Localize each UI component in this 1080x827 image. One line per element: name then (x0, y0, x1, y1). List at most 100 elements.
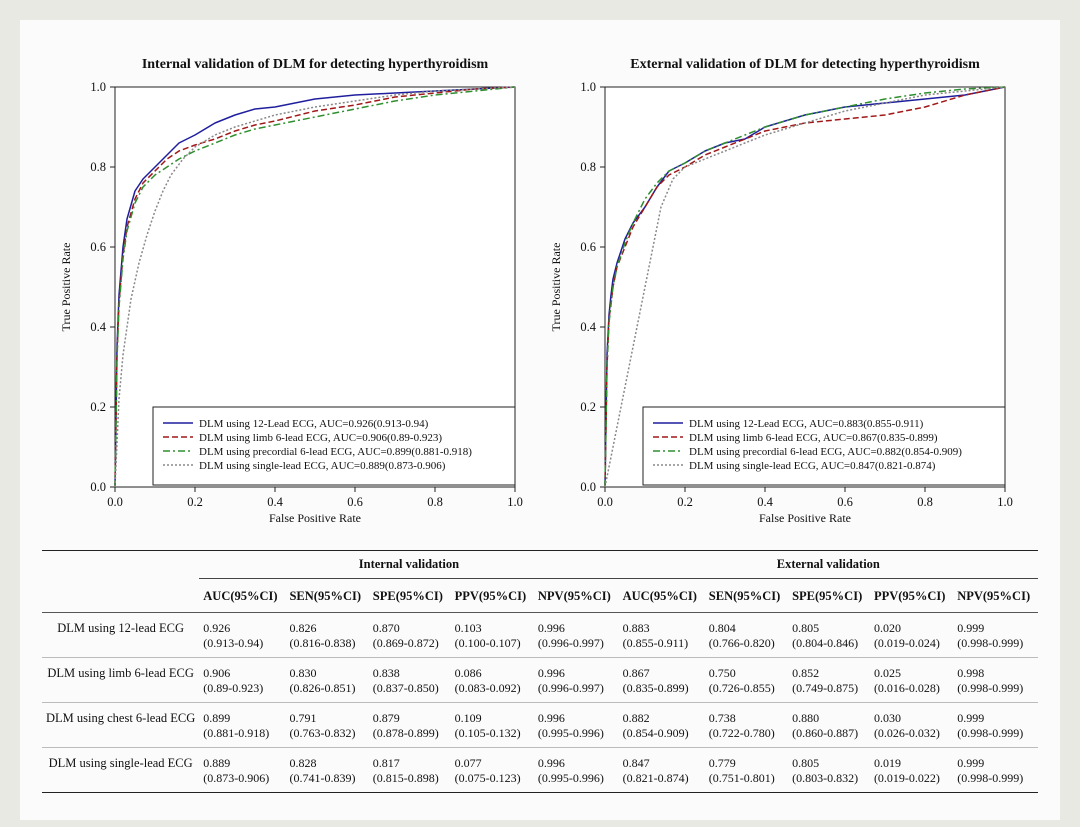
metric-cell: 0.883 (0.855-0.911) (618, 612, 705, 658)
metric-header: SEN(95%CI) (704, 578, 789, 613)
x-tick-label: 1.0 (997, 495, 1013, 509)
roc-curve-series-1 (114, 86, 516, 488)
y-tick-label: 0.8 (580, 160, 596, 174)
performance-table: Internal validation External validation … (42, 550, 1038, 793)
x-tick-label: 0.2 (187, 495, 203, 509)
metric-cell: 0.805 (0.804-0.846) (788, 612, 870, 658)
metric-cell: 0.880 (0.860-0.887) (788, 702, 870, 748)
metric-ci: (0.998-0.999) (957, 681, 1024, 695)
metric-cell: 0.996 (0.996-0.997) (533, 657, 619, 703)
metric-ci: (0.803-0.832) (792, 771, 859, 785)
metric-value: 0.879 (372, 711, 400, 725)
roc-svg: Internal validation of DLM for detecting… (59, 57, 523, 525)
chart-title: Internal validation of DLM for detecting… (142, 57, 489, 72)
legend-box (152, 406, 516, 486)
metric-cell: 0.109 (0.105-0.132) (450, 702, 534, 748)
metric-value: 0.880 (792, 711, 820, 725)
metric-ci: (0.998-0.999) (957, 726, 1024, 740)
metric-value: 0.999 (957, 756, 985, 770)
roc-curve-series-2 (114, 86, 516, 488)
metric-value: 0.030 (873, 711, 901, 725)
x-tick-label: 0.8 (917, 495, 933, 509)
metric-ci: (0.100-0.107) (454, 636, 521, 650)
metric-cell: 0.817 (0.815-0.898) (368, 747, 451, 793)
metric-ci: (0.826-0.851) (289, 681, 356, 695)
metric-value: 0.883 (622, 621, 650, 635)
metric-ci: (0.016-0.028) (873, 681, 940, 695)
metric-value: 0.999 (957, 711, 985, 725)
metric-ci: (0.998-0.999) (957, 771, 1024, 785)
metric-value: 0.019 (873, 756, 901, 770)
metric-cell: 0.830 (0.826-0.851) (285, 657, 369, 703)
metric-cell: 0.999 (0.998-0.999) (953, 747, 1038, 793)
table-row: DLM using limb 6-lead ECG 0.906 (0.89-0.92… (42, 657, 1038, 703)
metric-ci: (0.019-0.024) (873, 636, 940, 650)
metric-cell: 0.867 (0.835-0.899) (618, 657, 705, 703)
metric-ci: (0.860-0.887) (792, 726, 859, 740)
metric-ci: (0.026-0.032) (873, 726, 940, 740)
metric-header: PPV(95%CI) (869, 578, 954, 613)
roc-curve-series-3 (114, 86, 516, 488)
y-axis-label: True Positive Rate (549, 243, 563, 332)
x-tick-label: 0.4 (267, 495, 283, 509)
metric-value: 0.779 (708, 756, 736, 770)
metric-cell: 0.086 (0.083-0.092) (450, 657, 534, 703)
metric-cell: 0.998 (0.998-0.999) (953, 657, 1038, 703)
metric-cell: 0.805 (0.803-0.832) (788, 747, 870, 793)
metric-ci: (0.854-0.909) (622, 726, 689, 740)
metric-ci: (0.998-0.999) (957, 636, 1024, 650)
y-tick-label: 0.0 (580, 480, 596, 494)
metric-value: 0.025 (873, 666, 901, 680)
metric-ci: (0.881-0.918) (203, 726, 270, 740)
metric-header: NPV(95%CI) (533, 578, 619, 613)
y-tick-label: 0.6 (580, 240, 596, 254)
metric-cell: 0.879 (0.878-0.899) (368, 702, 451, 748)
metric-ci: (0.855-0.911) (622, 636, 689, 650)
metric-ci: (0.726-0.855) (708, 681, 775, 695)
metric-value: 0.998 (957, 666, 985, 680)
metric-value: 0.750 (708, 666, 736, 680)
table-metric-header-row: AUC(95%CI) SEN(95%CI) SPE(95%CI) PPV(95%CI)… (42, 578, 1038, 613)
metric-cell: 0.996 (0.996-0.997) (533, 612, 619, 658)
x-axis-label: False Positive Rate (269, 511, 361, 525)
metric-header: AUC(95%CI) (618, 578, 705, 613)
metric-ci: (0.751-0.801) (708, 771, 775, 785)
y-tick-label: 0.8 (90, 160, 106, 174)
legend-box (642, 406, 1006, 486)
metric-value: 0.899 (203, 711, 231, 725)
metric-value: 0.830 (289, 666, 317, 680)
metric-cell: 0.020 (0.019-0.024) (869, 612, 954, 658)
metric-ci: (0.804-0.846) (792, 636, 859, 650)
metric-cell: 0.025 (0.016-0.028) (869, 657, 954, 703)
table-corner-cell (42, 578, 200, 613)
external-group-header: External validation (618, 550, 1038, 579)
roc-curve-series-4 (114, 86, 516, 488)
table-group-header-row: Internal validation External validation (42, 550, 1038, 579)
metric-header: SPE(95%CI) (368, 578, 451, 613)
external-roc-chart: External validation of DLM for detecting… (510, 30, 1030, 555)
metric-ci: (0.766-0.820) (708, 636, 775, 650)
legend-label-1: DLM using 12-Lead ECG, AUC=0.883(0.855-0… (689, 418, 924, 430)
metric-value: 0.889 (203, 756, 231, 770)
metric-cell: 0.996 (0.995-0.996) (533, 747, 619, 793)
metric-value: 0.996 (537, 711, 565, 725)
metric-cell: 0.926 (0.913-0.94) (199, 612, 286, 658)
legend-label-1: DLM using 12-Lead ECG, AUC=0.926(0.913-0… (199, 418, 429, 430)
metric-header: SPE(95%CI) (788, 578, 870, 613)
metric-cell: 0.999 (0.998-0.999) (953, 612, 1038, 658)
metric-cell: 0.791 (0.763-0.832) (285, 702, 369, 748)
metric-cell: 0.779 (0.751-0.801) (704, 747, 789, 793)
x-tick-label: 0.6 (837, 495, 853, 509)
table-row: DLM using 12-lead ECG 0.926 (0.913-0.94) 0.… (42, 612, 1038, 658)
metric-value: 0.852 (792, 666, 820, 680)
model-name-cell: DLM using limb 6-lead ECG (42, 657, 200, 703)
metric-value: 0.817 (372, 756, 400, 770)
metric-cell: 0.870 (0.869-0.872) (368, 612, 451, 658)
metric-cell: 0.826 (0.816-0.838) (285, 612, 369, 658)
metric-value: 0.996 (537, 756, 565, 770)
legend-label-2: DLM using limb 6-lead ECG, AUC=0.906(0.8… (199, 432, 442, 444)
metric-ci: (0.869-0.872) (372, 636, 439, 650)
metric-ci: (0.722-0.780) (708, 726, 775, 740)
metric-cell: 0.847 (0.821-0.874) (618, 747, 705, 793)
y-tick-label: 1.0 (580, 80, 596, 94)
